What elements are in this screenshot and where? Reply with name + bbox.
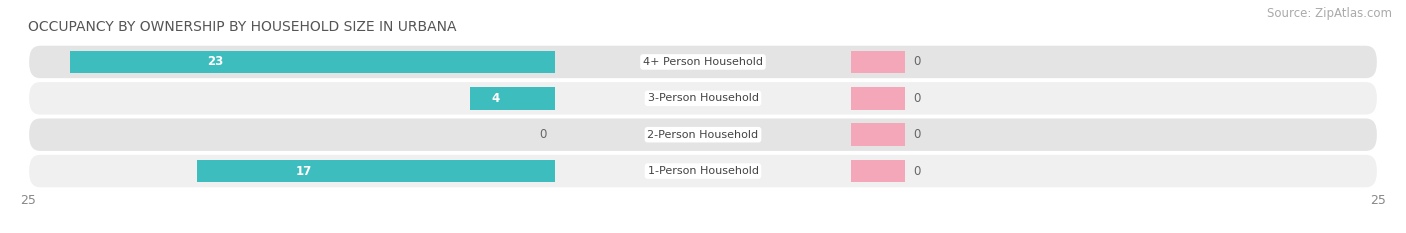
Bar bbox=[852, 51, 905, 73]
Text: 0: 0 bbox=[914, 55, 921, 69]
Text: 0: 0 bbox=[538, 128, 547, 141]
Text: 3-Person Household: 3-Person Household bbox=[648, 93, 758, 103]
Bar bbox=[852, 87, 905, 110]
Bar bbox=[470, 87, 554, 110]
Text: 4+ Person Household: 4+ Person Household bbox=[643, 57, 763, 67]
Bar bbox=[197, 160, 554, 182]
Bar bbox=[70, 51, 554, 73]
Text: 0: 0 bbox=[914, 92, 921, 105]
Bar bbox=[852, 123, 905, 146]
Text: 2-Person Household: 2-Person Household bbox=[647, 130, 759, 140]
Text: Source: ZipAtlas.com: Source: ZipAtlas.com bbox=[1267, 7, 1392, 20]
Text: 23: 23 bbox=[208, 55, 224, 69]
Text: 4: 4 bbox=[492, 92, 499, 105]
Text: 1-Person Household: 1-Person Household bbox=[648, 166, 758, 176]
FancyBboxPatch shape bbox=[28, 45, 1378, 79]
FancyBboxPatch shape bbox=[28, 117, 1378, 152]
Text: 17: 17 bbox=[295, 164, 312, 178]
Text: OCCUPANCY BY OWNERSHIP BY HOUSEHOLD SIZE IN URBANA: OCCUPANCY BY OWNERSHIP BY HOUSEHOLD SIZE… bbox=[28, 20, 457, 34]
Text: 0: 0 bbox=[914, 164, 921, 178]
Bar bbox=[852, 160, 905, 182]
Text: 0: 0 bbox=[914, 128, 921, 141]
FancyBboxPatch shape bbox=[28, 154, 1378, 188]
FancyBboxPatch shape bbox=[28, 81, 1378, 116]
